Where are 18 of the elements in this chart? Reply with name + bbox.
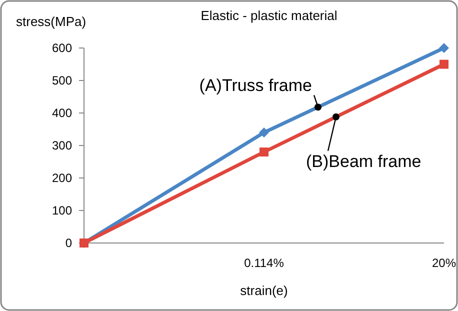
y-tick-label: 400 <box>52 106 72 120</box>
y-tick-label: 0 <box>65 236 72 250</box>
y-tick-label: 100 <box>52 204 72 218</box>
point <box>259 128 269 138</box>
y-tick-label: 500 <box>52 74 72 88</box>
series-label: (B)Beam frame <box>306 152 422 171</box>
y-tick-label: 200 <box>52 171 72 186</box>
x-tick-label: 0.114% <box>244 256 284 270</box>
point <box>260 148 268 156</box>
x-axis-title: strain(e) <box>240 283 288 298</box>
y-axis-title: stress(MPa) <box>16 14 86 29</box>
series-label: (A)Truss frame <box>199 76 312 96</box>
chart-title: Elastic - plastic material <box>200 8 338 23</box>
y-tick-label: 300 <box>52 138 72 153</box>
y-tick-label: 600 <box>52 41 72 56</box>
point <box>439 43 449 53</box>
x-tick-label: 20% <box>432 256 456 270</box>
point <box>440 60 448 69</box>
